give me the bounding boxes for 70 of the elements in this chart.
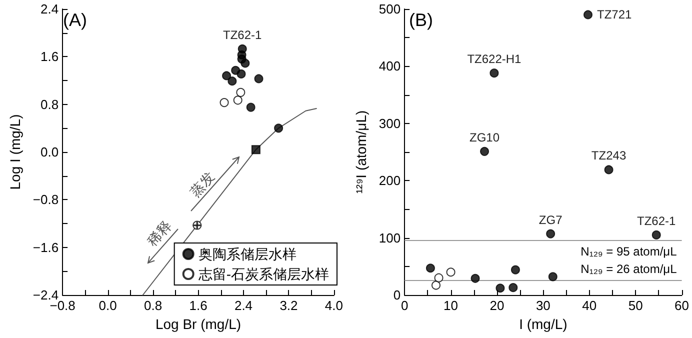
annotation: TZ622-H1 <box>467 52 522 66</box>
annotation: TZ62-1 <box>223 28 262 42</box>
point <box>432 280 441 290</box>
point <box>480 146 490 156</box>
y-tick-label: 100 <box>378 230 401 246</box>
x-tick-label: 3.2 <box>280 298 298 313</box>
chart-title: (A) <box>63 10 87 30</box>
x-tick-label: 0.8 <box>144 298 162 313</box>
point <box>508 283 518 292</box>
annotation: 蒸发 <box>188 169 218 201</box>
point <box>446 268 456 277</box>
point <box>236 69 246 78</box>
point <box>192 220 202 230</box>
point <box>584 10 592 20</box>
point <box>274 124 284 133</box>
point <box>470 274 480 283</box>
legend-label: 奥陶系储层水样 <box>198 246 296 262</box>
y-tick-label: 200 <box>378 173 401 188</box>
annotation: 稀释 <box>144 218 176 250</box>
x-tick-label: 20 <box>490 298 504 313</box>
point <box>251 145 260 154</box>
point <box>240 58 250 68</box>
x-tick-label: 50 <box>628 298 643 313</box>
point <box>652 230 661 240</box>
ref-line-label: N₁₂₉ = 26 atom/μL <box>580 262 678 276</box>
point <box>510 265 520 274</box>
annotation: ZG7 <box>538 212 563 227</box>
x-tick-label: 1.6 <box>189 298 208 313</box>
point <box>228 76 237 86</box>
point <box>236 88 246 97</box>
point <box>548 272 558 282</box>
y-tick-label: 1.6 <box>40 49 59 64</box>
annotation: ZG10 <box>470 130 500 144</box>
x-axis-title: Log Br (mg/L) <box>155 316 242 332</box>
y-tick-label: 0.8 <box>40 96 59 112</box>
point <box>490 68 499 78</box>
x-axis-title: I (mg/L) <box>519 316 568 332</box>
point <box>434 273 444 282</box>
y-tick-label: 0.0 <box>40 144 59 160</box>
y-tick-label: −1.6 <box>32 240 59 255</box>
x-tick-label: 4.0 <box>324 298 344 313</box>
x-tick-label: 10 <box>444 298 458 313</box>
point <box>220 98 229 108</box>
point <box>222 71 232 80</box>
y-axis-title: ¹²⁹I (atom/μL) <box>353 110 369 194</box>
point <box>546 229 556 238</box>
y-axis-title: Log I (mg/L) <box>7 114 23 190</box>
x-tick-label: 0.0 <box>98 298 117 313</box>
annotation: TZ62-1 <box>637 214 676 228</box>
y-tick-label: −0.8 <box>32 192 59 208</box>
y-tick-label: 400 <box>378 58 401 74</box>
y-tick-label: 500 <box>378 2 401 16</box>
annotation: TZ243 <box>591 148 626 163</box>
point <box>233 96 242 105</box>
x-tick-label: 60 <box>674 298 690 313</box>
x-tick-label: 30 <box>536 298 550 313</box>
point <box>246 102 256 112</box>
x-tick-label: 40 <box>582 298 597 313</box>
chart-title: (B) <box>409 10 433 30</box>
legend-label: 志留-石炭系储层水样 <box>198 266 330 282</box>
y-tick-label: 0 <box>393 288 401 302</box>
annotation: TZ721 <box>596 8 632 22</box>
ref-line-label: N₁₂₉ = 95 atom/μL <box>580 244 678 259</box>
point <box>254 74 264 84</box>
y-tick-label: 300 <box>378 116 401 131</box>
point <box>496 284 505 293</box>
point <box>604 165 614 174</box>
y-tick-label: 2.4 <box>40 2 59 16</box>
x-tick-label: 2.4 <box>234 298 253 313</box>
point <box>426 264 435 273</box>
